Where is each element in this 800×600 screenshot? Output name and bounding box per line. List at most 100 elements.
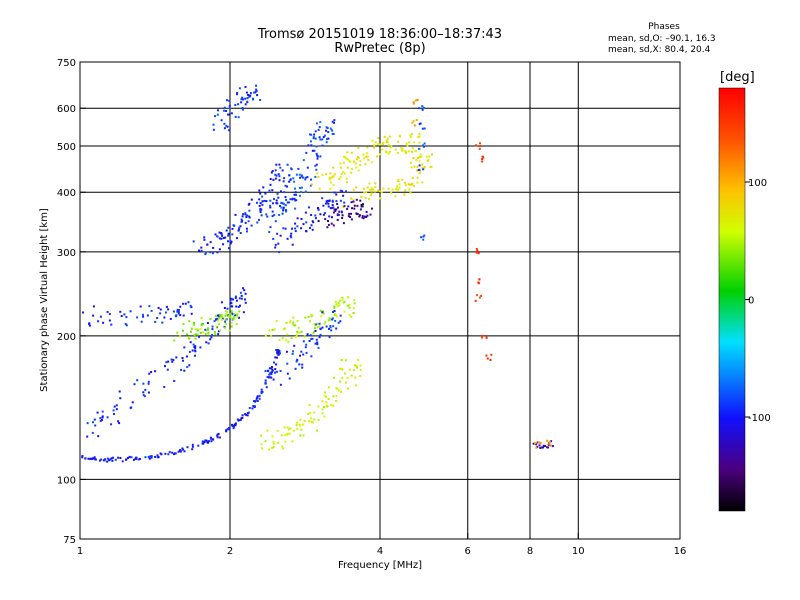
data-point <box>289 198 292 201</box>
data-point <box>227 247 230 250</box>
data-point <box>230 321 233 324</box>
data-point <box>416 169 419 172</box>
data-point <box>329 187 332 190</box>
data-point <box>226 125 229 128</box>
data-point <box>175 356 178 359</box>
data-point <box>325 200 328 203</box>
data-point <box>229 305 232 308</box>
data-point <box>247 203 250 206</box>
data-point <box>244 97 247 100</box>
data-point <box>408 141 411 144</box>
data-point <box>353 302 356 305</box>
data-point <box>316 341 319 344</box>
data-point <box>176 310 179 313</box>
data-point <box>264 381 267 384</box>
data-point <box>413 124 416 127</box>
data-point <box>293 180 296 183</box>
data-point <box>332 166 335 169</box>
data-point <box>156 317 159 319</box>
data-point <box>314 175 317 178</box>
data-point <box>300 350 303 353</box>
data-point <box>326 138 328 141</box>
data-point <box>194 328 197 331</box>
data-point <box>170 358 173 361</box>
data-point <box>327 131 330 134</box>
data-point <box>333 305 336 308</box>
data-point <box>283 434 286 437</box>
data-point <box>285 321 288 324</box>
phase-legend-x-line: mean, sd,X: 80.4, 20.4 <box>608 45 711 55</box>
y-ticks: 75 100 200 300 400 500 600 750 <box>57 58 86 546</box>
data-point <box>325 126 328 129</box>
data-point <box>354 384 357 387</box>
data-point <box>210 440 213 443</box>
data-point <box>246 97 249 100</box>
data-point <box>115 404 118 407</box>
data-point <box>248 215 251 218</box>
data-point <box>101 410 104 413</box>
data-point <box>360 195 363 198</box>
data-point <box>343 172 346 175</box>
data-point <box>245 414 248 416</box>
data-point <box>348 212 351 215</box>
y-axis-label: Stationary phase Virtual Height [km] <box>39 208 50 392</box>
data-point <box>258 218 260 221</box>
data-point <box>270 171 273 174</box>
data-point <box>414 99 417 102</box>
y-tick-label: 75 <box>63 535 76 546</box>
data-point <box>238 316 240 319</box>
data-point <box>296 225 299 228</box>
data-point <box>382 187 385 190</box>
data-point <box>333 306 336 309</box>
data-point <box>92 305 95 308</box>
data-point <box>81 455 84 457</box>
data-point <box>348 303 351 306</box>
data-point <box>346 181 348 184</box>
data-point <box>194 354 196 357</box>
data-point <box>150 456 153 459</box>
data-point <box>260 391 263 394</box>
data-point <box>289 321 291 324</box>
data-point <box>217 330 220 333</box>
data-point <box>286 372 289 375</box>
data-point <box>269 206 272 209</box>
data-point <box>188 336 191 339</box>
data-point <box>304 346 307 349</box>
data-point <box>346 166 349 169</box>
data-point <box>110 423 113 426</box>
data-point <box>535 443 538 446</box>
data-point <box>291 243 294 246</box>
data-point <box>354 162 357 165</box>
x-tick-label: 1 <box>77 546 83 557</box>
data-point <box>143 395 146 398</box>
data-point <box>320 315 323 318</box>
data-point <box>182 329 184 332</box>
data-point <box>139 305 142 308</box>
data-point <box>353 369 356 372</box>
data-point <box>201 442 204 445</box>
data-point <box>312 137 315 140</box>
data-point <box>314 130 317 133</box>
data-point <box>410 183 413 186</box>
data-point <box>388 150 391 153</box>
data-point <box>227 234 230 237</box>
data-point <box>412 102 415 105</box>
data-point <box>299 194 301 197</box>
data-point <box>380 191 383 194</box>
data-point <box>282 227 285 230</box>
data-point <box>327 319 330 322</box>
data-point <box>259 209 262 212</box>
data-point <box>200 246 203 249</box>
data-point <box>550 440 553 443</box>
data-point <box>291 227 293 230</box>
data-point <box>260 443 263 446</box>
data-point <box>361 215 364 218</box>
data-point <box>327 202 330 205</box>
data-point <box>309 412 312 415</box>
data-point <box>309 184 312 187</box>
data-point <box>129 406 132 409</box>
data-point <box>332 184 335 187</box>
data-point <box>273 213 276 216</box>
data-point <box>343 201 346 204</box>
